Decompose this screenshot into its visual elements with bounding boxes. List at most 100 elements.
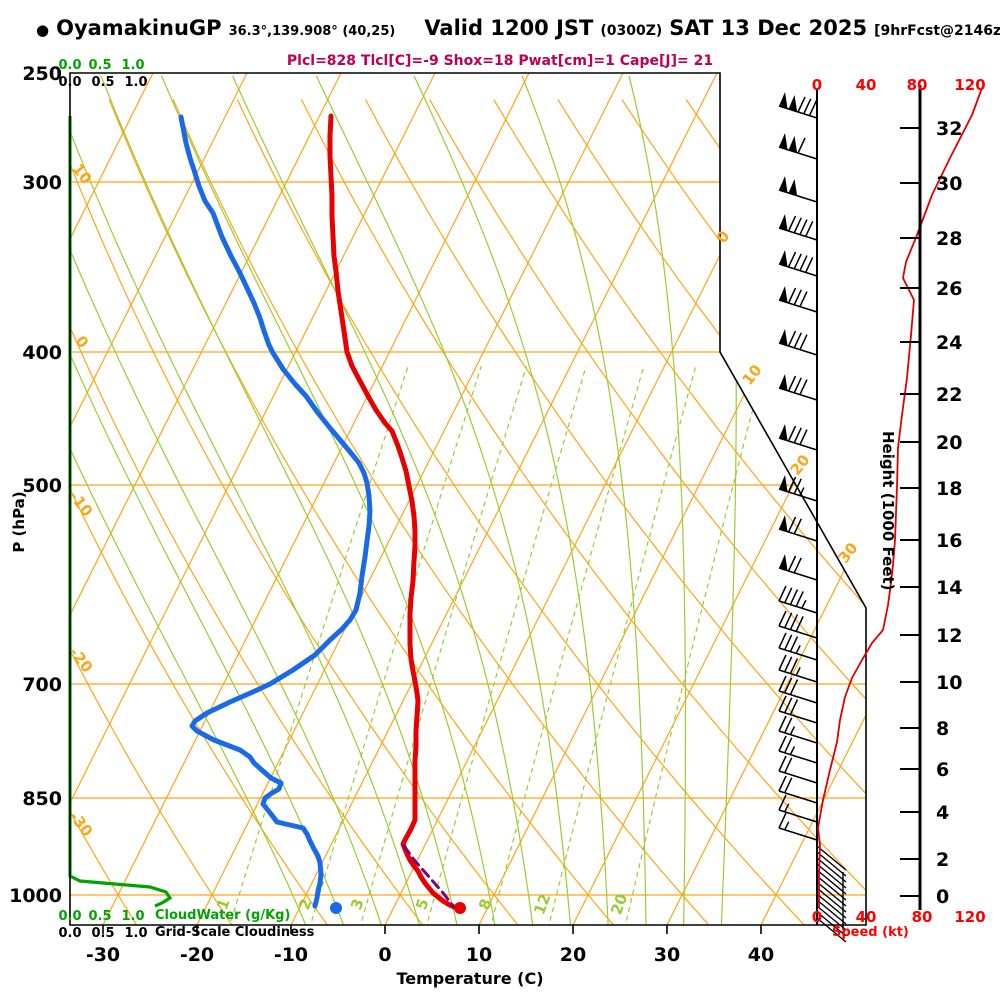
temperature-tick-label: 0 bbox=[378, 944, 391, 966]
temperature-tick-label: 10 bbox=[466, 944, 492, 966]
isopleth-label: 3 bbox=[347, 896, 367, 912]
surface-wind-barb bbox=[816, 917, 847, 943]
stability-indices: Plcl=828 Tlcl[C]=-9 Shox=18 Pwat[cm]=1 C… bbox=[286, 53, 714, 69]
temperature-tick-label: -20 bbox=[180, 944, 214, 966]
dewpoint-curve bbox=[178, 114, 373, 909]
moist-adiabat-lines bbox=[70, 75, 737, 925]
temperature-curve bbox=[327, 113, 457, 910]
valid-time: Valid 1200 JST bbox=[424, 16, 594, 40]
height-tick-label: 20 bbox=[936, 432, 962, 454]
pressure-tick-label: 400 bbox=[22, 342, 62, 364]
height-tick-label: 16 bbox=[936, 530, 962, 552]
surface-wind-barb bbox=[816, 857, 847, 883]
pressure-tick-label: 1000 bbox=[9, 885, 62, 907]
station-name: OyamakinuGP bbox=[56, 16, 222, 40]
height-tick-label: 12 bbox=[936, 625, 962, 647]
height-tick-label: 2 bbox=[936, 849, 949, 871]
surface-dewpoint-dot bbox=[330, 902, 342, 914]
pressure-tick-label: 850 bbox=[22, 788, 62, 810]
isopleth-label: 10 bbox=[739, 361, 766, 389]
cloudiness-axis-label: Grid-Scale Cloudiness bbox=[155, 925, 315, 940]
surface-wind-barb bbox=[816, 887, 847, 913]
dry-adiabat-lines bbox=[70, 99, 866, 925]
pressure-tick-label: 700 bbox=[22, 674, 62, 696]
cloudwater-scale-bottom: 0.5 bbox=[88, 909, 111, 924]
plot-frame bbox=[69, 72, 867, 926]
skewt-gridlines bbox=[70, 73, 866, 925]
height-tick-label: 0 bbox=[936, 886, 949, 908]
surface-wind-barb bbox=[816, 863, 847, 889]
height-tick-label: 18 bbox=[936, 478, 962, 500]
station-coords: 36.3°,139.908° (40,25) bbox=[228, 24, 396, 39]
pressure-axis-label: P (hPa) bbox=[10, 491, 28, 553]
cloudwater-scale-bottom: 0.0 bbox=[58, 909, 81, 924]
height-tick-label: 6 bbox=[936, 759, 949, 781]
temperature-tick-label: -10 bbox=[274, 944, 308, 966]
cloudiness-scale-top: 0.5 bbox=[91, 75, 114, 90]
cloudwater-scale-bottom: 1.0 bbox=[121, 909, 144, 924]
height-tick-label: 26 bbox=[936, 278, 962, 300]
pressure-tick-label: 500 bbox=[22, 475, 62, 497]
height-tick-label: 30 bbox=[936, 173, 962, 195]
isopleth-label: 0 bbox=[72, 332, 93, 351]
height-tick-label: 32 bbox=[936, 118, 962, 140]
cloudiness-scale-top: 1.0 bbox=[124, 75, 147, 90]
surface-wind-barb bbox=[816, 899, 847, 925]
height-tick-label: 22 bbox=[936, 384, 962, 406]
surface-wind-barb bbox=[816, 881, 847, 907]
mixing-ratio-lines bbox=[227, 366, 765, 925]
wind-barbs bbox=[778, 88, 847, 943]
pressure-tick-label: 250 bbox=[22, 63, 62, 85]
cloudiness-scale-bottom: 0.5 bbox=[91, 926, 114, 941]
temperature-tick-label: 30 bbox=[654, 944, 680, 966]
chart-title: ● OyamakinuGP 36.3°,139.908° (40,25) Val… bbox=[36, 16, 1000, 40]
surface-wind-barb bbox=[816, 911, 847, 937]
isotherm-lines bbox=[70, 73, 866, 925]
parcel-path bbox=[402, 844, 455, 908]
speed-tick-label-bottom: 120 bbox=[954, 908, 985, 926]
cloudiness-scale-top: 0.0 bbox=[58, 75, 81, 90]
temperature-tick-label: 40 bbox=[748, 944, 774, 966]
surface-wind-barb bbox=[816, 893, 847, 919]
temperature-axis-label: Temperature (C) bbox=[396, 969, 544, 988]
isopleth-label: 0 bbox=[713, 227, 734, 246]
cloudiness-scale-bottom: 1.0 bbox=[124, 926, 147, 941]
cloudwater-profile bbox=[68, 116, 173, 908]
surface-wind-barb bbox=[816, 875, 847, 901]
cloudwater-axis-label: CloudWater (g/Kg) bbox=[155, 908, 291, 923]
speed-tick-label-bottom: 0 bbox=[812, 908, 822, 926]
height-tick-label: 10 bbox=[936, 672, 962, 694]
height-tick-label: 24 bbox=[936, 332, 962, 354]
height-axis-label: Height (1000 Feet) bbox=[879, 431, 897, 591]
surface-temperature-dot bbox=[454, 902, 466, 914]
wind-speed-curve bbox=[817, 87, 983, 908]
speed-tick-label-top: 40 bbox=[856, 76, 877, 94]
speed-tick-label-top: 80 bbox=[907, 76, 928, 94]
speed-tick-label-bottom: 40 bbox=[856, 908, 877, 926]
valid-date: SAT 13 Dec 2025 bbox=[669, 16, 868, 40]
surface-wind-barb bbox=[816, 851, 847, 877]
valid-time-utc: (0300Z) bbox=[600, 23, 663, 39]
surface-wind-barb bbox=[816, 905, 847, 931]
isopleth-label: 30 bbox=[835, 539, 862, 567]
height-tick-label: 28 bbox=[936, 228, 962, 250]
height-tick-label: 8 bbox=[936, 718, 949, 740]
temperature-tick-label: -30 bbox=[86, 944, 120, 966]
cloudwater-scale-top: 0.0 bbox=[58, 58, 81, 73]
station-bullet-icon: ● bbox=[36, 21, 50, 39]
pressure-tick-label: 300 bbox=[22, 172, 62, 194]
surface-wind-barb bbox=[816, 869, 847, 895]
temperature-tick-label: 20 bbox=[560, 944, 586, 966]
forecast-hour: [9hrFcst@2146z] bbox=[874, 23, 1000, 39]
speed-tick-label-top: 0 bbox=[812, 76, 822, 94]
speed-tick-label-top: 120 bbox=[954, 76, 985, 94]
surface-wind-barb bbox=[816, 845, 847, 871]
cloudwater-scale-top: 0.5 bbox=[88, 58, 111, 73]
height-tick-label: 14 bbox=[936, 577, 962, 599]
cloudwater-scale-top: 1.0 bbox=[121, 58, 144, 73]
speed-tick-label-bottom: 80 bbox=[912, 908, 933, 926]
